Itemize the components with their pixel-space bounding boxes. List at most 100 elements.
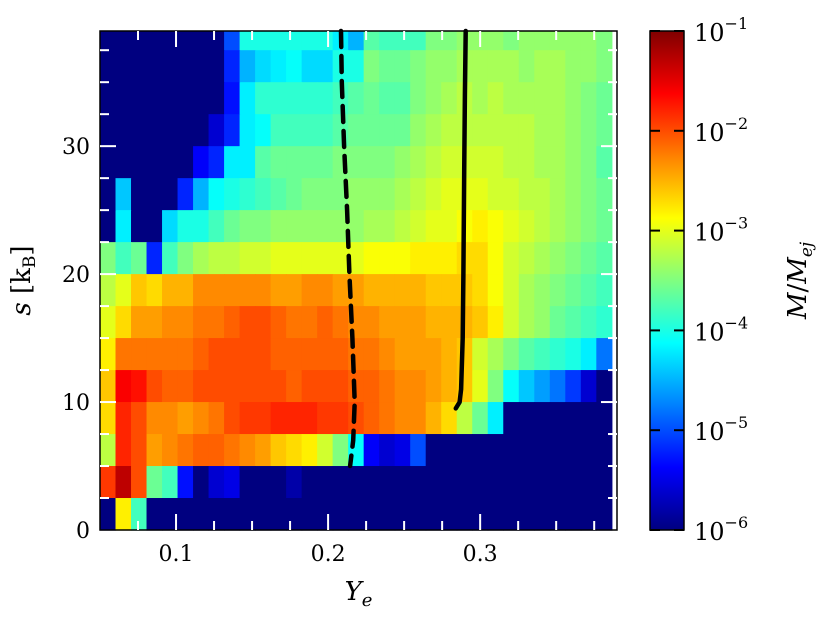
heatmap-cell [301, 306, 318, 339]
heatmap-cell [193, 466, 210, 499]
heatmap-cell [518, 498, 535, 531]
heatmap-cell [100, 82, 117, 115]
heatmap-cell [286, 274, 303, 307]
heatmap-cell [301, 210, 318, 243]
heatmap-cell [565, 210, 582, 243]
heatmap-cell [208, 402, 225, 435]
heatmap-cell [239, 370, 256, 403]
heatmap-cell [177, 31, 194, 51]
heatmap-cell [146, 146, 163, 179]
heatmap-cell [472, 50, 489, 83]
heatmap-cell [146, 402, 163, 435]
heatmap-cell [270, 210, 287, 243]
heatmap-cell [146, 82, 163, 115]
heatmap-cell [224, 434, 241, 467]
heatmap-cell [518, 82, 535, 115]
heatmap-cell [379, 466, 396, 499]
heatmap-cell [317, 242, 334, 275]
heatmap-cell [549, 50, 566, 83]
heatmap-cell [379, 306, 396, 339]
heatmap-cell [317, 306, 334, 339]
heatmap-cell [363, 466, 380, 499]
heatmap-cell [348, 210, 365, 243]
heatmap-cell [425, 114, 442, 147]
heatmap-cell [162, 274, 179, 307]
heatmap-cell [518, 178, 535, 211]
heatmap-cell [100, 274, 117, 307]
heatmap-cell [270, 306, 287, 339]
heatmap-cell [425, 434, 442, 467]
heatmap-cell [162, 498, 179, 531]
heatmap-cell [208, 338, 225, 371]
heatmap-cell [162, 114, 179, 147]
heatmap-cell [441, 498, 458, 531]
y-tick-label: 30 [62, 135, 90, 160]
heatmap-cell [441, 434, 458, 467]
heatmap-cell [596, 306, 613, 339]
heatmap-cell [286, 210, 303, 243]
axis-ticks [100, 31, 617, 530]
heatmap-cell [348, 466, 365, 499]
heatmap-cell [239, 434, 256, 467]
heatmap-cell [146, 242, 163, 275]
heatmap-cell [146, 114, 163, 147]
y-axis-label: s [kB] [7, 245, 40, 315]
heatmap-cell [425, 210, 442, 243]
heatmap-cell [456, 434, 473, 467]
heatmap-cell [115, 274, 132, 307]
heatmap-cell [317, 274, 334, 307]
heatmap-cell [596, 498, 613, 531]
heatmap-cell [162, 210, 179, 243]
heatmap-cell [580, 242, 597, 275]
heatmap-cell [534, 402, 551, 435]
heatmap-cell [177, 82, 194, 115]
heatmap-cell [534, 82, 551, 115]
y-tick-label: 10 [62, 391, 90, 416]
heatmap-cell [348, 31, 365, 51]
heatmap-cell [146, 178, 163, 211]
heatmap-cell [317, 402, 334, 435]
y-tick-label: 0 [76, 519, 90, 544]
heatmap-cell [394, 370, 411, 403]
colorbar-tick-label: 10−5 [694, 413, 748, 446]
heatmap-cell [549, 466, 566, 499]
heatmap-cell [146, 434, 163, 467]
heatmap-cell [177, 466, 194, 499]
heatmap-cell [177, 370, 194, 403]
heatmap-cell [131, 31, 148, 51]
heatmap-cell [146, 274, 163, 307]
heatmap-cell [131, 146, 148, 179]
heatmap-cell [100, 178, 117, 211]
heatmap-cell [425, 31, 442, 51]
heatmap-cell [193, 338, 210, 371]
heatmap-cell [332, 306, 349, 339]
heatmap-cell [100, 114, 117, 147]
heatmap-cell [177, 306, 194, 339]
heatmap-cell [596, 242, 613, 275]
heatmap-cell [131, 370, 148, 403]
heatmap-cell [286, 498, 303, 531]
heatmap-cell [456, 402, 473, 435]
heatmap-cell [162, 242, 179, 275]
heatmap-cell [596, 210, 613, 243]
heatmap-cell [162, 306, 179, 339]
heatmap-cell [193, 50, 210, 83]
heatmap-cell [115, 434, 132, 467]
heatmap-cell [224, 210, 241, 243]
heatmap-cell [487, 370, 504, 403]
heatmap-cell [286, 242, 303, 275]
heatmap-cell [193, 210, 210, 243]
heatmap-cell [270, 242, 287, 275]
heatmap-cell [487, 402, 504, 435]
x-tick-label: 0.1 [159, 542, 194, 567]
heatmap-cell [193, 178, 210, 211]
heatmap-cell [270, 114, 287, 147]
heatmap-cell [255, 498, 272, 531]
heatmap-cell [115, 498, 132, 531]
heatmap-cell [317, 114, 334, 147]
heatmap-cell [534, 242, 551, 275]
heatmap-cell [549, 338, 566, 371]
heatmap-cell [518, 114, 535, 147]
heatmap-cell [255, 306, 272, 339]
heatmap-cell [286, 434, 303, 467]
